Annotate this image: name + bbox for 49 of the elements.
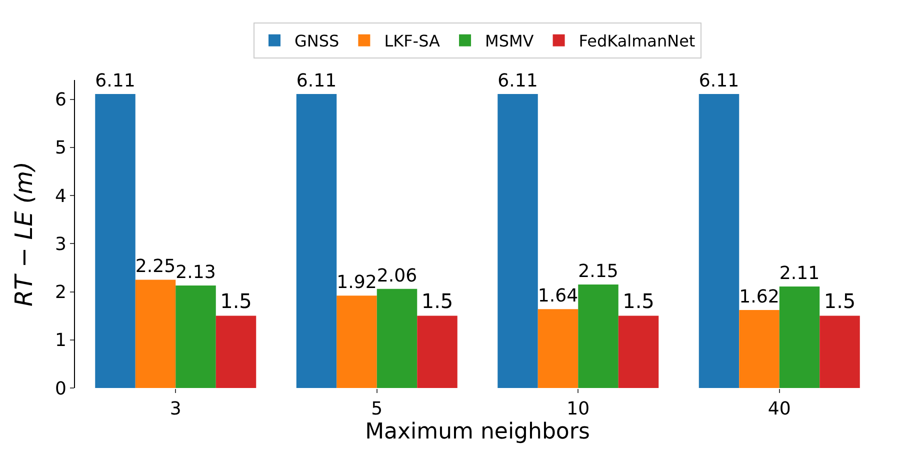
bar	[176, 285, 216, 388]
data-label: 1.5	[622, 288, 654, 313]
data-label: 1.62	[739, 286, 780, 308]
bar	[538, 309, 578, 388]
legend-label: MSMV	[485, 32, 534, 51]
bar	[296, 94, 337, 388]
bar	[698, 94, 740, 388]
bar	[618, 316, 659, 388]
x-axis-title: Maximum neighbors	[365, 420, 590, 445]
bar	[216, 316, 256, 388]
x-tick-label: 5	[371, 398, 383, 420]
data-label: 1.5	[824, 288, 856, 313]
data-label: 6.11	[498, 70, 538, 92]
x-tick-label: 40	[768, 398, 791, 420]
bar	[95, 94, 136, 388]
bar	[498, 94, 538, 388]
bar	[336, 296, 377, 388]
legend-label: LKF-SA	[384, 32, 440, 51]
legend-label: GNSS	[294, 32, 340, 51]
bar	[739, 310, 780, 388]
x-tick-label: 3	[170, 398, 182, 420]
data-label: 1.92	[336, 272, 377, 294]
data-label: 2.11	[779, 262, 820, 284]
data-label: 1.64	[538, 286, 578, 307]
data-label: 1.5	[220, 288, 252, 313]
bar	[779, 286, 820, 388]
y-tick-label: 5	[54, 138, 66, 159]
bar	[135, 280, 176, 388]
data-label: 2.25	[135, 256, 176, 278]
x-tick-label: 10	[566, 398, 590, 420]
bar	[376, 288, 418, 388]
data-label: 2.06	[376, 265, 418, 286]
data-label: 6.11	[95, 70, 136, 92]
y-tick-label: 0	[54, 378, 66, 400]
y-tick-label: 1	[54, 330, 66, 352]
bar	[578, 284, 618, 388]
bar	[820, 316, 860, 388]
y-axis-title: RT − LE (m)	[10, 162, 38, 306]
data-label: 6.11	[296, 70, 337, 92]
legend-label: FedKalmanNet	[578, 32, 696, 51]
data-label: 1.5	[421, 288, 454, 313]
y-tick-label: 6	[54, 90, 66, 111]
data-label: 6.11	[698, 70, 740, 92]
data-label: 2.15	[578, 261, 618, 282]
y-tick-label: 4	[54, 186, 66, 207]
bar	[417, 316, 458, 388]
y-tick-label: 3	[54, 234, 66, 255]
data-label: 2.13	[176, 262, 216, 283]
y-tick-label: 2	[54, 282, 66, 304]
